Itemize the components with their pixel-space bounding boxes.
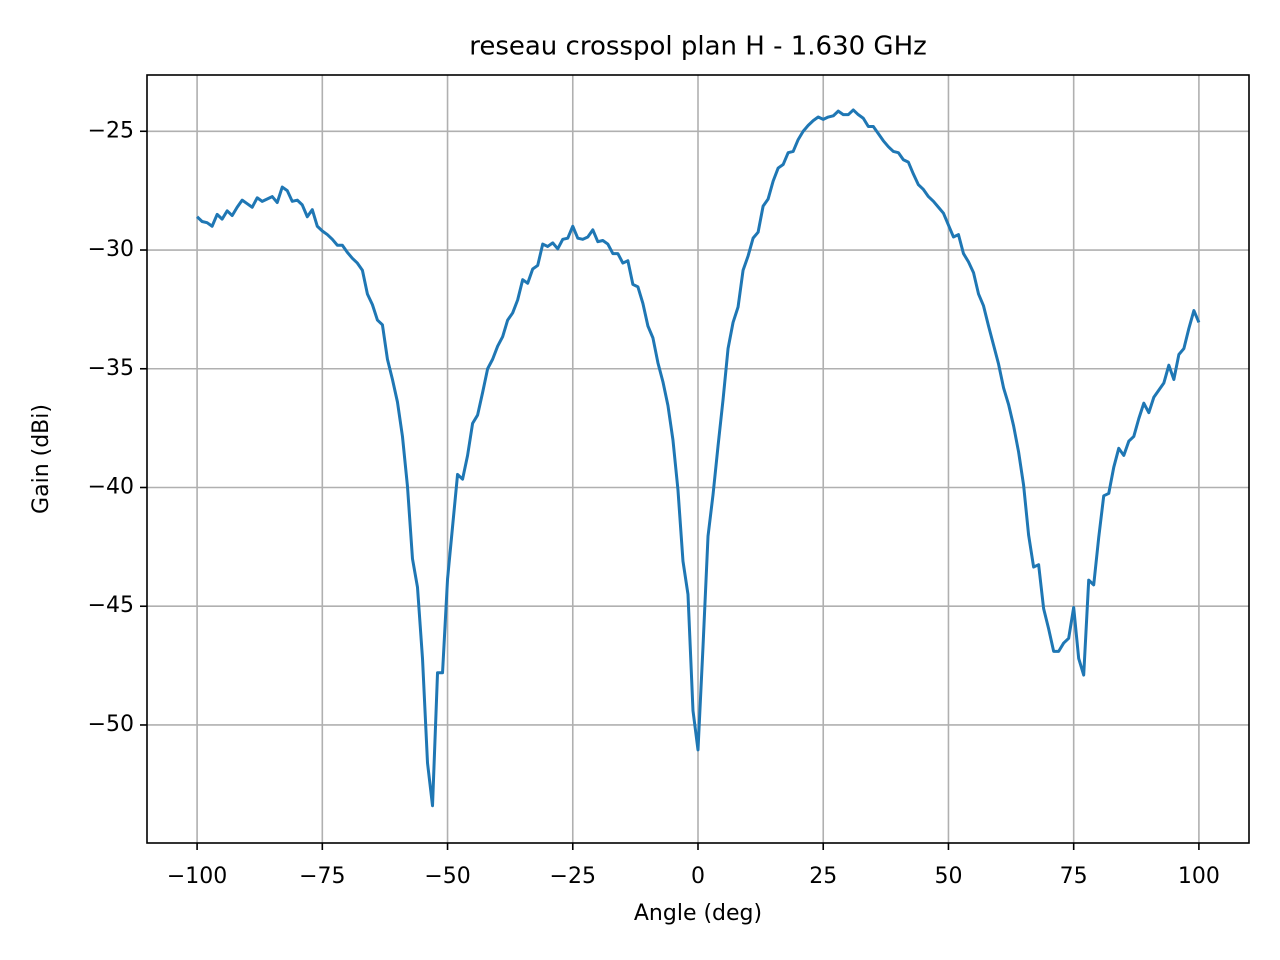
x-tick-label: 25: [809, 864, 837, 889]
data-line: [196, 108, 1201, 808]
x-tick-label: −25: [550, 864, 596, 889]
y-tick-label: −35: [88, 356, 134, 381]
x-tick-label: 0: [691, 864, 705, 889]
y-tick-label: −40: [88, 474, 134, 499]
x-tick-label: −100: [167, 864, 227, 889]
y-tick-label: −25: [88, 118, 134, 143]
x-tick-label: 75: [1060, 864, 1088, 889]
x-tick-label: −50: [424, 864, 470, 889]
y-tick-label: −30: [88, 237, 134, 262]
chart-title: reseau crosspol plan H - 1.630 GHz: [469, 32, 927, 62]
y-axis-label: Gain (dBi): [29, 404, 54, 514]
x-axis-label: Angle (deg): [634, 901, 762, 926]
x-tick-label: 50: [934, 864, 962, 889]
plot-frame: [146, 74, 1250, 844]
x-tick-label: −75: [299, 864, 345, 889]
x-tick-label: 100: [1178, 864, 1220, 889]
y-tick-label: −45: [88, 593, 134, 618]
y-tick-label: −50: [88, 712, 134, 737]
